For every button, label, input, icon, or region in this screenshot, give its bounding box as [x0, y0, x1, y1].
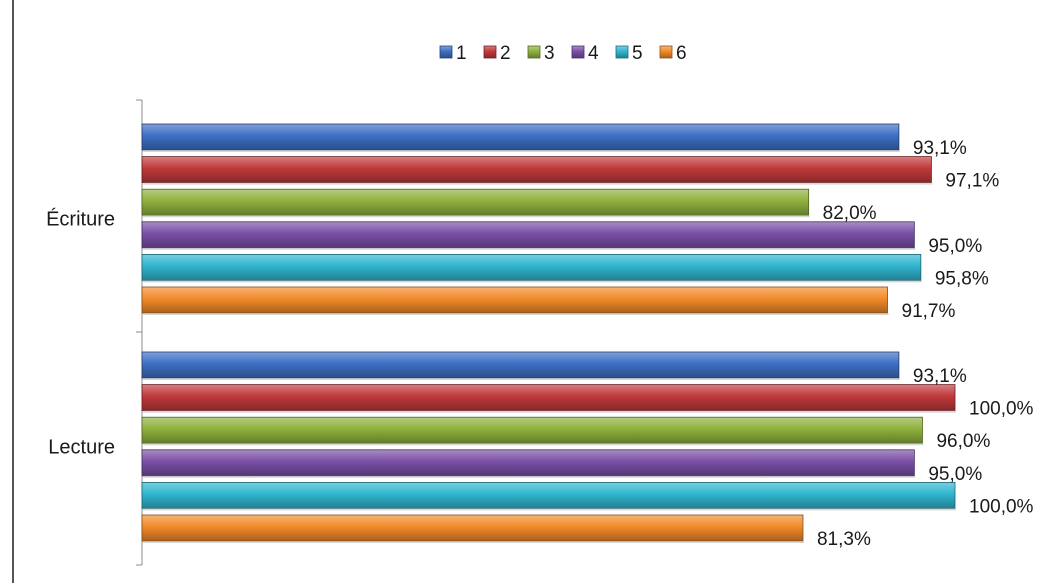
frame-border [12, 0, 14, 583]
legend-item-4: 4 [571, 43, 599, 64]
bars [141, 123, 956, 543]
data-label: 96,0% [936, 431, 990, 452]
bar-Écriture-series-1 [141, 123, 900, 151]
bar-Lecture-series-3 [141, 416, 923, 444]
data-label: 82,0% [823, 203, 877, 224]
bar-shadow [143, 541, 804, 543]
data-label: 97,1% [945, 171, 999, 192]
data-label: 95,8% [935, 268, 989, 289]
legend-swatch [615, 45, 629, 59]
bar-shadow [143, 313, 889, 315]
legend-item-5: 5 [615, 43, 643, 64]
bar-Lecture-series-2 [141, 384, 956, 412]
bar-Lecture-series-1 [141, 351, 900, 379]
legend-swatch [439, 45, 453, 59]
legend-label: 1 [456, 43, 467, 64]
data-label: 100,0% [969, 399, 1034, 420]
bar-shadow [143, 182, 933, 185]
legend-swatch [527, 45, 541, 59]
bar-Lecture-series-5 [141, 481, 956, 509]
bar-shadow [143, 443, 924, 446]
bar-Lecture-series-6 [141, 514, 804, 542]
bar-Écriture-series-2 [141, 156, 932, 184]
bar-shadow [143, 215, 810, 218]
data-label: 95,0% [928, 464, 982, 485]
legend-label: 5 [632, 43, 643, 64]
bar-shadow [143, 410, 956, 413]
bar-Lecture-series-4 [141, 449, 915, 477]
bar-shadow [143, 508, 956, 511]
category-label: Lecture [48, 437, 115, 459]
bar-shadow [143, 378, 900, 380]
y-axis: Écriture Lecture [46, 99, 143, 566]
bar-Écriture-series-3 [141, 188, 810, 216]
legend-label: 3 [544, 43, 555, 64]
legend-swatch [571, 45, 585, 59]
bar-Écriture-series-6 [141, 286, 888, 314]
legend: 1 2 3 4 5 6 [439, 43, 687, 64]
data-label: 81,3% [817, 529, 871, 550]
bar-Écriture-series-5 [141, 253, 922, 281]
legend-swatch [659, 45, 673, 59]
legend-item-6: 6 [659, 43, 687, 64]
bar-shadow [143, 247, 916, 250]
bar-shadow [143, 280, 922, 283]
legend-item-3: 3 [527, 43, 555, 64]
bar-Écriture-series-4 [141, 221, 915, 249]
legend-label: 2 [500, 43, 511, 64]
data-label: 93,1% [913, 138, 967, 159]
data-labels: 93,1%97,1%82,0%95,0%95,8%91,7%93,1%100,0… [817, 138, 1034, 550]
legend-label: 4 [588, 43, 599, 64]
legend-swatch [483, 45, 497, 59]
bar-shadow [143, 475, 916, 478]
bar-shadow [143, 150, 900, 152]
legend-label: 6 [676, 43, 687, 64]
data-label: 95,0% [928, 236, 982, 257]
legend-item-1: 1 [439, 43, 467, 64]
legend-item-2: 2 [483, 43, 511, 64]
data-label: 91,7% [902, 301, 956, 322]
data-label: 93,1% [913, 366, 967, 387]
data-label: 100,0% [969, 496, 1034, 517]
category-label: Écriture [46, 208, 115, 231]
